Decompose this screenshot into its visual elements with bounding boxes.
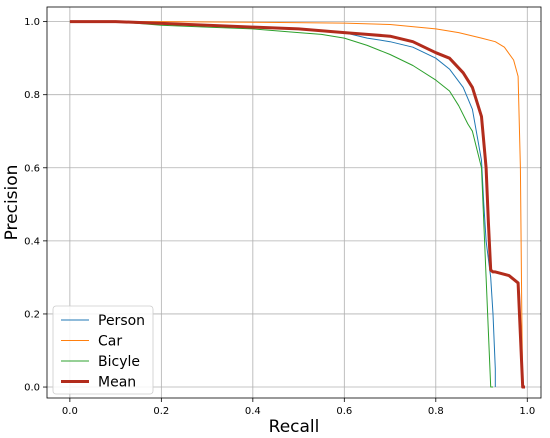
tick-labels: 0.0 0.2 0.4 0.6 0.8 1.0 0.0 0.2 0.4 0.6 0.8 1.0	[24, 17, 535, 417]
y-tick-label: 1.0	[24, 17, 40, 28]
legend: Person Car Bicyle Mean	[52, 305, 154, 395]
legend-label: Bicyle	[98, 354, 140, 370]
x-axis-label: Recall	[269, 417, 320, 437]
x-tick-label: 1.0	[519, 406, 535, 417]
y-tick-label: 0.2	[24, 309, 40, 320]
series-line-mean	[69, 20, 525, 389]
x-tick-label: 0.0	[62, 406, 78, 417]
legend-label: Mean	[98, 375, 136, 391]
legend-label: Car	[98, 334, 122, 350]
x-tick-label: 0.6	[336, 406, 352, 417]
legend-box	[52, 305, 154, 395]
y-tick-label: 0.8	[24, 90, 40, 101]
plot-frame	[46, 6, 542, 399]
x-tick-label: 0.4	[245, 406, 261, 417]
series-line-car	[69, 21, 524, 388]
legend-label: Person	[98, 313, 145, 329]
series-line-bicyle	[69, 21, 493, 388]
y-tick-label: 0.4	[24, 236, 40, 247]
series-lines	[69, 20, 525, 389]
y-axis-label: Precision	[2, 165, 22, 241]
x-tick-label: 0.2	[153, 406, 169, 417]
y-tick-label: 0.6	[24, 163, 40, 174]
x-tick-label: 0.8	[428, 406, 444, 417]
y-tick-label: 0.0	[24, 383, 40, 394]
